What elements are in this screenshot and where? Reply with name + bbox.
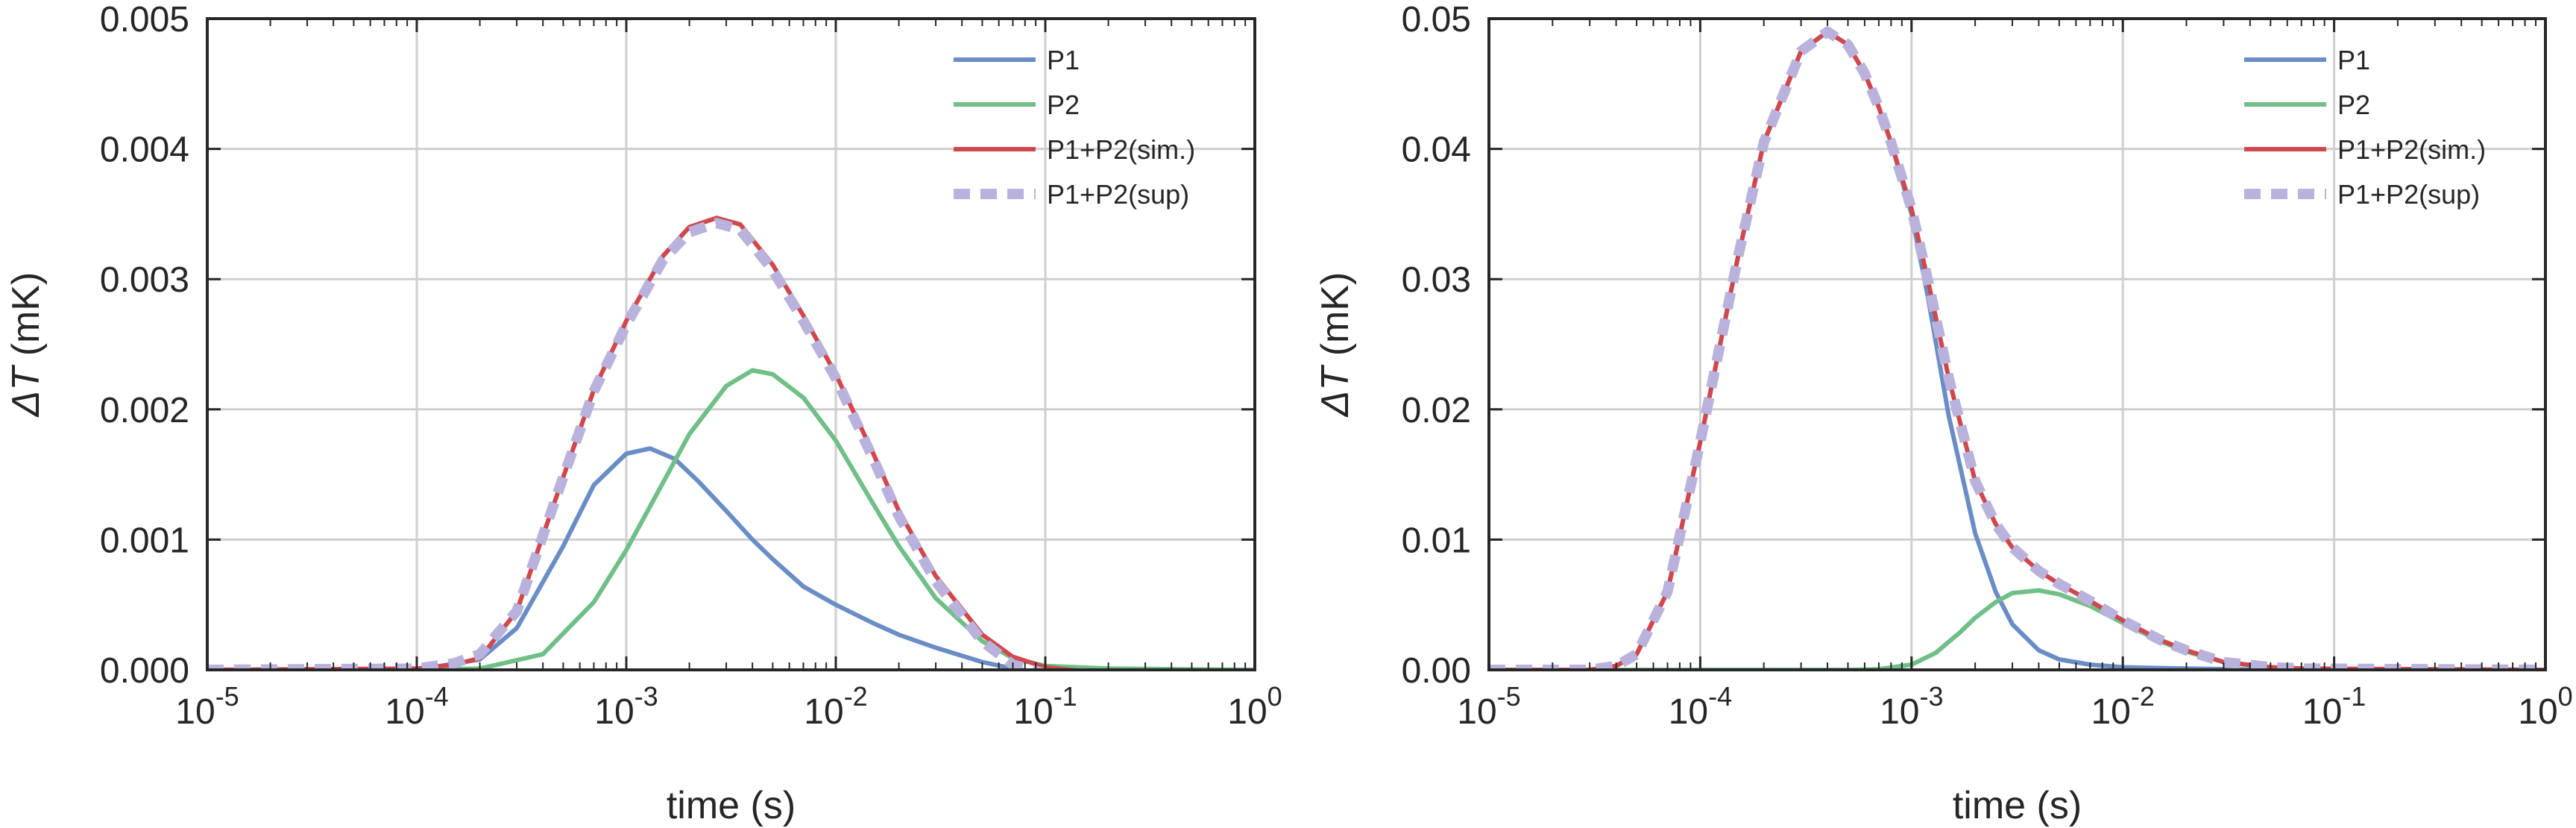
legend-label: P1+P2(sup): [2337, 179, 2480, 210]
y-tick-label: 0.01: [1402, 521, 1471, 560]
y-axis-label: ΔT (mK): [1314, 272, 1357, 418]
legend-label: P1: [2337, 45, 2370, 75]
x-tick-label: 10-2: [2091, 681, 2154, 732]
x-tick-label: 10-3: [1880, 681, 1943, 732]
x-tick-label: 10-5: [175, 681, 239, 732]
x-tick-label: 10-4: [385, 681, 448, 732]
x-axis-label: time (s): [1953, 784, 2082, 827]
y-tick-label: 0.003: [100, 260, 189, 300]
series-line-sim: [1489, 29, 2545, 670]
series-line-sup: [207, 218, 1056, 670]
x-tick-label: 100: [1227, 681, 1282, 732]
x-axis-label: time (s): [667, 784, 796, 827]
plot-frame: [1487, 17, 2547, 671]
y-tick-label: 0.000: [100, 651, 189, 691]
legend-label: P2: [1047, 90, 1080, 120]
series-line-p2: [207, 368, 1255, 670]
y-tick-label: 0.02: [1402, 391, 1471, 430]
series-line-sim: [207, 216, 1255, 670]
x-tick-label: 100: [2518, 681, 2572, 732]
right-chart-panel: 10-5 10-4 10-3 10-2 10-1 100 0.00 0.01 0.02 0.03 0…: [1314, 0, 2573, 827]
y-tick-label: 0.03: [1402, 260, 1471, 300]
x-tick-label: 10-1: [2302, 681, 2366, 732]
x-tick-label: 10-5: [1457, 681, 1520, 732]
y-tick-label: 0.004: [100, 131, 189, 170]
legend-label: P1: [1047, 45, 1080, 75]
legend-label: P1+P2(sim.): [1047, 134, 1195, 165]
x-tick-label: 10-4: [1669, 681, 1732, 732]
y-axis-label: ΔT (mK): [4, 272, 48, 418]
y-tick-label: 0.005: [100, 0, 189, 40]
x-tick-label: 10-1: [1013, 681, 1077, 732]
y-tick-label: 0.05: [1402, 0, 1471, 40]
series-line-sup: [1489, 26, 2545, 670]
legend-label: P1+P2(sup): [1047, 179, 1189, 210]
x-tick-label: 10-2: [804, 681, 867, 732]
y-tick-label: 0.002: [100, 391, 189, 430]
left-chart-panel: 10-5 10-4 10-3 10-2 10-1 100 0.000 0.001 0.002 0.…: [4, 0, 1282, 827]
y-tick-label: 0.00: [1402, 651, 1471, 691]
legend-label: P2: [2337, 90, 2370, 120]
series-line-p1: [1489, 29, 2545, 670]
plot-frame: [206, 17, 1256, 671]
series-line-p1: [207, 446, 1036, 670]
y-tick-label: 0.04: [1402, 131, 1471, 170]
legend-label: P1+P2(sim.): [2337, 134, 2486, 165]
x-tick-label: 10-3: [594, 681, 658, 732]
y-tick-label: 0.001: [100, 521, 189, 560]
